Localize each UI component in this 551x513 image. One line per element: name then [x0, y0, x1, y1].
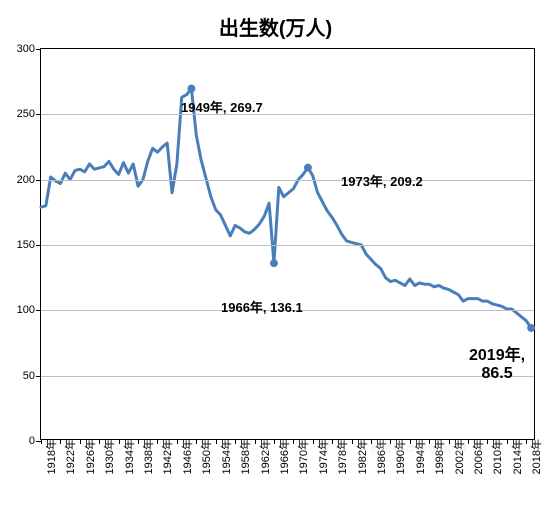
highlight-marker [304, 164, 312, 172]
x-tick-label: 1922年 [60, 439, 78, 474]
gridline [41, 376, 534, 377]
plot-area: 0501001502002503001918年1922年1926年1930年19… [40, 48, 535, 440]
chart-container: 出生数(万人) 0501001502002503001918年1922年1926… [0, 0, 551, 513]
chart-title: 出生数(万人) [0, 12, 551, 41]
x-tick-label: 1974年 [313, 439, 331, 474]
x-tick-label: 2014年 [507, 439, 525, 474]
highlight-marker [527, 324, 535, 332]
data-label: 1949年, 269.7 [181, 97, 263, 116]
x-tick-label: 1930年 [99, 439, 117, 474]
births-line [41, 89, 531, 328]
x-tick-label: 1918年 [41, 439, 59, 474]
y-tick-label: 50 [23, 370, 41, 382]
y-tick-label: 0 [29, 435, 41, 447]
x-tick-label: 1978年 [332, 439, 350, 474]
data-label: 2019年,86.5 [469, 341, 525, 383]
x-tick-label: 1982年 [352, 439, 370, 474]
x-tick-label: 1926年 [80, 439, 98, 474]
x-tick-label: 1958年 [235, 439, 253, 474]
x-tick-label: 1938年 [138, 439, 156, 474]
watermark: 微信号 chenyu8018 [370, 440, 466, 456]
gridline [41, 180, 534, 181]
gridline [41, 245, 534, 246]
highlight-marker [270, 259, 278, 267]
x-tick-label: 2006年 [468, 439, 486, 474]
x-tick-label: 1962年 [255, 439, 273, 474]
x-tick-label: 2010年 [487, 439, 505, 474]
x-tick-label: 1950年 [196, 439, 214, 474]
data-label: 1973年, 209.2 [341, 171, 423, 190]
x-tick-label: 1954年 [216, 439, 234, 474]
data-label: 1966年, 136.1 [221, 297, 303, 316]
x-tick-label: 1966年 [274, 439, 292, 474]
y-tick-label: 200 [17, 174, 41, 186]
x-tick-label: 2018年 [526, 439, 544, 474]
y-tick-label: 100 [17, 304, 41, 316]
x-tick-label: 1934年 [119, 439, 137, 474]
x-tick-label: 1942年 [157, 439, 175, 474]
y-tick-label: 250 [17, 108, 41, 120]
y-tick-label: 150 [17, 239, 41, 251]
gridline [41, 114, 534, 115]
x-tick-label: 1970年 [293, 439, 311, 474]
highlight-marker [187, 85, 195, 93]
y-tick-label: 300 [17, 43, 41, 55]
x-tick-label: 1946年 [177, 439, 195, 474]
